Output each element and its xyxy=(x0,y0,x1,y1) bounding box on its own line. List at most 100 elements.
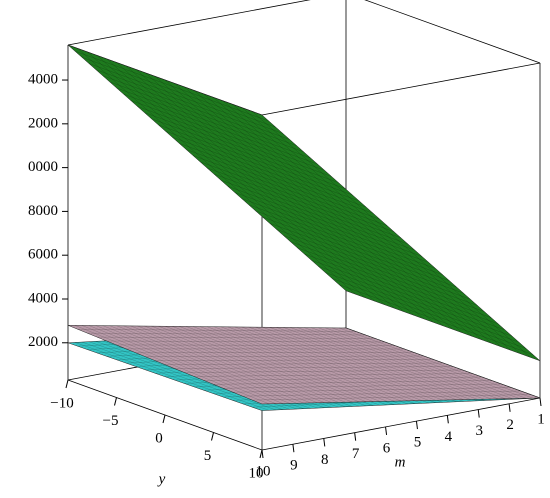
mesh-line xyxy=(165,130,360,202)
mesh-line xyxy=(318,265,513,337)
mesh-line xyxy=(194,373,473,377)
mesh-line xyxy=(193,155,388,226)
mesh-line xyxy=(87,51,366,298)
mesh-line xyxy=(318,327,513,399)
mesh-line xyxy=(97,336,376,339)
mesh-line xyxy=(172,326,367,402)
mesh-line xyxy=(151,325,346,403)
mesh-line xyxy=(241,326,436,401)
mesh-line xyxy=(137,325,332,403)
mesh-line xyxy=(144,325,339,403)
mesh-line xyxy=(242,390,521,397)
mesh-line xyxy=(158,124,353,196)
mesh-line xyxy=(248,204,443,275)
y-tick xyxy=(354,432,357,441)
mesh-line xyxy=(269,327,464,400)
x-tick xyxy=(65,379,69,389)
mesh-line xyxy=(130,325,325,403)
y-tick-label: 10 xyxy=(256,463,271,479)
mesh-line xyxy=(109,325,304,404)
x-tick-label: 5 xyxy=(204,448,212,464)
mesh-line xyxy=(87,332,366,336)
y-tick xyxy=(261,449,264,459)
x-tick-label: 10 xyxy=(249,465,264,481)
mesh-line xyxy=(311,327,506,399)
x-tick xyxy=(211,432,214,441)
mesh-line xyxy=(311,259,506,331)
mesh-line xyxy=(116,62,395,309)
mesh-line xyxy=(126,65,405,312)
y-tick-label: 2 xyxy=(506,417,514,433)
mesh-line xyxy=(137,106,332,177)
mesh-line xyxy=(102,325,297,404)
mesh-line xyxy=(77,48,356,295)
z-tick-label: 2000 xyxy=(28,115,58,131)
mesh-line xyxy=(106,340,385,343)
mesh-line xyxy=(116,87,311,159)
z-tick-label: 6000 xyxy=(28,247,58,263)
mesh-line xyxy=(262,216,457,288)
surface xyxy=(67,44,541,362)
mesh-line xyxy=(116,344,395,346)
mesh-line xyxy=(77,328,356,332)
mesh-line xyxy=(193,326,388,402)
mesh-line xyxy=(145,72,424,319)
x-tick-label: −5 xyxy=(103,413,119,429)
y-tick xyxy=(446,415,449,424)
mesh-line xyxy=(186,149,381,220)
mesh-line xyxy=(269,222,464,294)
x-tick-label: −10 xyxy=(50,395,73,411)
y-tick xyxy=(323,438,326,447)
mesh-line xyxy=(179,326,374,402)
mesh-line xyxy=(213,380,492,385)
mesh-line xyxy=(332,327,527,399)
y-tick-label: 7 xyxy=(352,446,360,462)
z-tick-label: 8000 xyxy=(28,203,58,219)
mesh-line xyxy=(164,79,444,326)
mesh-line xyxy=(220,179,415,251)
mesh-line xyxy=(297,327,492,400)
mesh-line xyxy=(255,326,450,401)
box-edge xyxy=(261,397,541,451)
mesh-line xyxy=(276,327,471,400)
mesh-line xyxy=(304,253,499,325)
mesh-line xyxy=(241,198,436,269)
y-tick-label: 8 xyxy=(321,452,329,468)
x-tick-label: 0 xyxy=(155,430,163,446)
y-tick xyxy=(415,421,418,430)
y-tick-label: 6 xyxy=(383,440,391,456)
y-tick xyxy=(385,426,388,435)
y-tick xyxy=(292,444,295,453)
mesh-line xyxy=(172,136,367,208)
mesh-line xyxy=(135,69,415,316)
z-tick-label: 2000 xyxy=(28,334,58,350)
mesh-line xyxy=(95,325,290,404)
mesh-line xyxy=(232,387,511,393)
mesh-line xyxy=(130,100,325,171)
box-edge xyxy=(67,0,311,46)
mesh-line xyxy=(116,325,311,404)
mesh-line xyxy=(109,81,304,153)
mesh-line xyxy=(74,342,270,411)
mesh-line xyxy=(151,118,346,189)
mesh-line xyxy=(304,327,499,400)
mesh-line xyxy=(213,173,409,245)
mesh-line xyxy=(276,229,471,300)
mesh-line xyxy=(338,327,534,399)
x-axis-label: y xyxy=(157,471,166,487)
mesh-line xyxy=(232,104,512,351)
mesh-line xyxy=(95,69,290,140)
mesh-line xyxy=(220,326,415,401)
mesh-line xyxy=(234,192,429,263)
mesh-line xyxy=(174,83,453,330)
mesh-line xyxy=(227,186,422,257)
mesh-line xyxy=(88,325,283,404)
mesh-line xyxy=(165,325,360,403)
mesh-line xyxy=(242,107,521,354)
mesh-line xyxy=(206,326,402,402)
mesh-line xyxy=(203,376,482,381)
mesh-line xyxy=(74,50,270,122)
y-tick-label: 1 xyxy=(537,411,545,427)
mesh-line xyxy=(252,394,531,401)
